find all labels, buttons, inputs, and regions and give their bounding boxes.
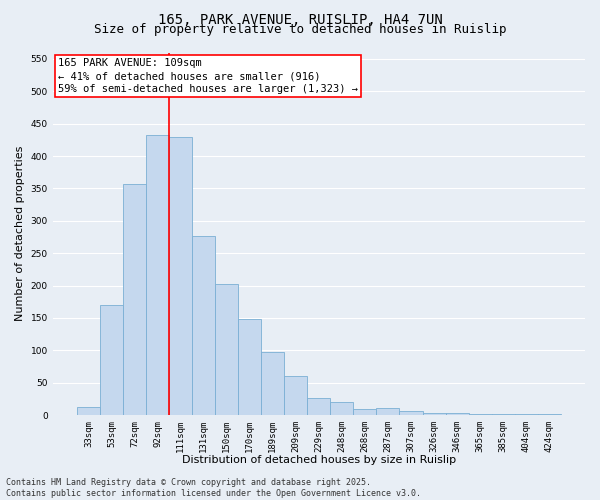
Bar [261,352,284,415]
Bar [331,402,353,415]
Text: 165 PARK AVENUE: 109sqm
← 41% of detached houses are smaller (916)
59% of semi-d: 165 PARK AVENUE: 109sqm ← 41% of detache… [58,58,358,94]
Bar [123,184,146,415]
X-axis label: Distribution of detached houses by size in Ruislip: Distribution of detached houses by size … [182,455,456,465]
Bar [538,414,561,415]
Bar [515,414,538,415]
Text: Contains HM Land Registry data © Crown copyright and database right 2025.
Contai: Contains HM Land Registry data © Crown c… [6,478,421,498]
Bar [400,411,422,415]
Bar [100,305,123,415]
Bar [353,410,376,415]
Text: 165, PARK AVENUE, RUISLIP, HA4 7UN: 165, PARK AVENUE, RUISLIP, HA4 7UN [158,12,442,26]
Bar [238,318,261,415]
Bar [376,408,400,415]
Bar [215,284,238,415]
Bar [491,414,515,415]
Bar [192,236,215,415]
Bar [446,413,469,415]
Y-axis label: Number of detached properties: Number of detached properties [15,146,25,322]
Bar [422,412,446,415]
Bar [469,414,491,415]
Bar [284,376,307,415]
Bar [146,136,169,415]
Bar [169,136,192,415]
Bar [77,406,100,415]
Bar [307,398,331,415]
Text: Size of property relative to detached houses in Ruislip: Size of property relative to detached ho… [94,24,506,36]
